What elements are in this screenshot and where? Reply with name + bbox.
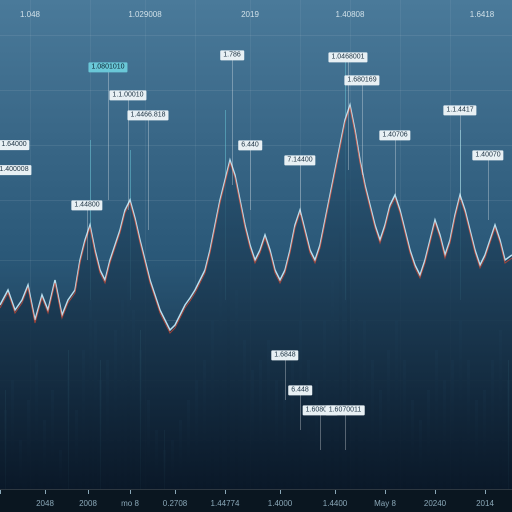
- price-volume-chart: 1.0801010 1.1.00010 1.4466.818 1.44800 1.786…: [0, 0, 512, 512]
- callout-line: [250, 150, 251, 210]
- x-tick-mark: [225, 490, 226, 494]
- callout-line: [87, 210, 88, 260]
- callout-label: 6.440: [238, 140, 262, 150]
- callout-label: 7.14400: [284, 155, 315, 165]
- callout-line: [345, 415, 346, 450]
- chart-svg: [0, 0, 512, 512]
- callout-line: [148, 120, 149, 230]
- x-tick-mark: [280, 490, 281, 494]
- top-axis-label: 1.029008: [128, 10, 161, 19]
- x-tick-label: 2014: [476, 499, 494, 508]
- callout-label: 1.6848: [271, 350, 298, 360]
- callout-label: 1.4466.818: [127, 110, 168, 120]
- callout-line: [395, 140, 396, 195]
- callout-label: 6.448: [288, 385, 312, 395]
- x-tick-label: mo 8: [121, 499, 139, 508]
- callout-label: 1.0801010: [88, 62, 127, 72]
- x-tick-label: 2008: [79, 499, 97, 508]
- x-tick-mark: [485, 490, 486, 494]
- x-tick-label: 2048: [36, 499, 54, 508]
- callout-label: 1.786: [220, 50, 244, 60]
- x-tick-mark: [130, 490, 131, 494]
- callout-label: 1.6070011: [326, 405, 365, 415]
- top-axis-label: 1.40808: [336, 10, 365, 19]
- x-tick-mark: [335, 490, 336, 494]
- callout-line: [232, 60, 233, 185]
- y-axis-label: 1.64000: [0, 140, 30, 150]
- callout-label: 1.1.00010: [109, 90, 146, 100]
- callout-label: 1.40706: [379, 130, 410, 140]
- callout-label: 1.40070: [472, 150, 503, 160]
- callout-label: 1.1.4417: [443, 105, 476, 115]
- x-tick-mark: [175, 490, 176, 494]
- x-tick-label: May 8: [374, 499, 396, 508]
- x-tick-mark: [385, 490, 386, 494]
- x-tick-label: 1.44774: [211, 499, 240, 508]
- callout-line: [362, 85, 363, 175]
- x-tick-mark: [0, 490, 1, 494]
- x-axis: 2048 2008 mo 8 0.2708 1.44774 1.4000 1.4400 May…: [0, 489, 512, 512]
- x-tick-mark: [88, 490, 89, 494]
- callout-line: [300, 165, 301, 215]
- x-tick-label: 20240: [424, 499, 446, 508]
- top-axis-label: 1.6418: [470, 10, 494, 19]
- x-tick-label: 1.4000: [268, 499, 292, 508]
- callout-line: [488, 160, 489, 220]
- y-axis-label: 1.400008: [0, 165, 32, 175]
- callout-label: 1.680169: [344, 75, 379, 85]
- x-tick-label: 0.2708: [163, 499, 187, 508]
- x-tick-label: 1.4400: [323, 499, 347, 508]
- top-axis-label: 1.048: [20, 10, 40, 19]
- top-axis-label: 2019: [241, 10, 259, 19]
- callout-line: [285, 360, 286, 400]
- x-tick-mark: [45, 490, 46, 494]
- x-tick-mark: [435, 490, 436, 494]
- callout-line: [320, 415, 321, 450]
- price-area: [0, 105, 512, 490]
- callout-line: [300, 395, 301, 430]
- callout-line: [460, 115, 461, 200]
- callout-label: 1.44800: [71, 200, 102, 210]
- callout-label: 1.0468001: [328, 52, 367, 62]
